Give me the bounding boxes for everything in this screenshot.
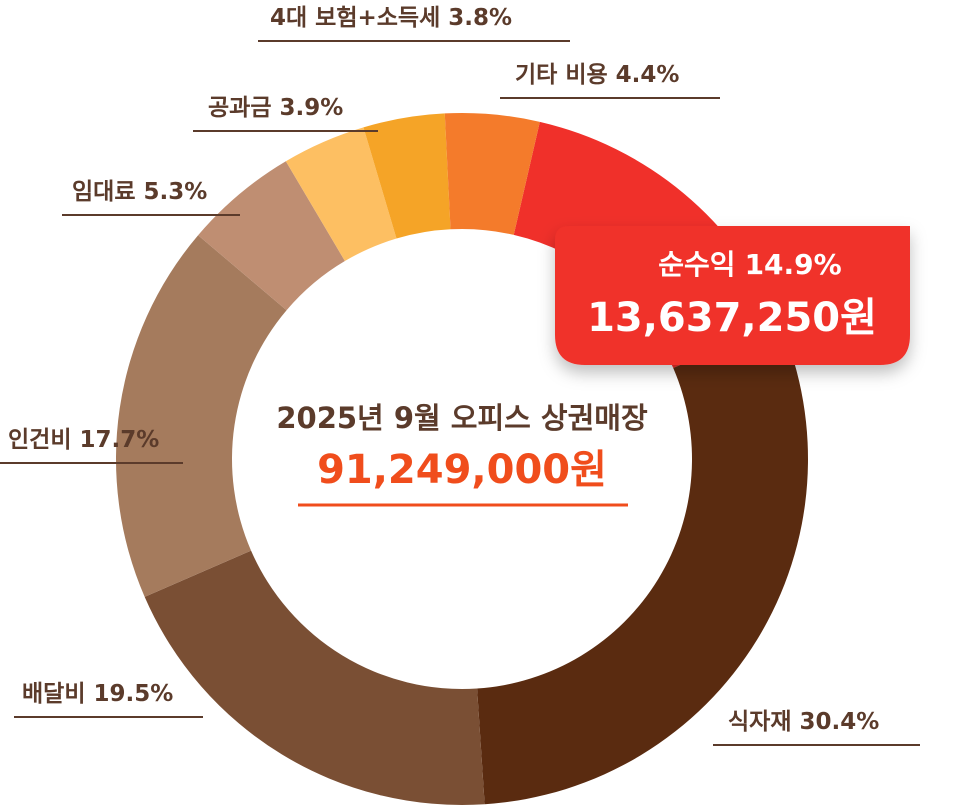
highlight-callout: 순수익 14.9% 13,637,250원: [555, 226, 910, 365]
labels: 식자재 30.4% 배달비 19.5% 인건비 17.7% 임대료 5.3% 공과금 3.9% 4대…: [0, 5, 920, 746]
category-name: 순수익: [658, 248, 735, 281]
donut-slice: [444, 113, 540, 235]
donut-slice: [116, 235, 287, 597]
donut-slice: [198, 161, 345, 311]
total-amount: 91,249,000원: [317, 447, 607, 493]
category-name: 배달비: [22, 681, 85, 707]
donut-slice: [144, 550, 485, 805]
category-name: 기타 비용: [515, 62, 608, 88]
slice-label: 인건비 17.7%: [8, 427, 159, 453]
donut-slice: [285, 127, 397, 262]
callout-amount: 13,637,250원: [587, 295, 877, 341]
value-label: 19.5%: [93, 681, 173, 707]
callout-box: [555, 226, 910, 365]
category-name: 인건비: [8, 427, 71, 453]
value-label: 5.3%: [143, 179, 207, 205]
donut-slice: [477, 322, 808, 805]
value-label: 14.9%: [745, 248, 842, 281]
value-label: 3.8%: [448, 5, 512, 31]
donut-slice: [363, 113, 451, 239]
value-label: 4.4%: [616, 62, 680, 88]
category-name: 4대 보험+소득세: [270, 5, 440, 31]
slice-label: 기타 비용 4.4%: [515, 62, 679, 88]
callout-label: 순수익 14.9%: [658, 248, 841, 281]
category-name: 공과금: [208, 95, 271, 121]
slice-label: 공과금 3.9%: [208, 95, 343, 121]
category-name: 임대료: [72, 179, 135, 205]
value-label: 17.7%: [79, 427, 159, 453]
value-label: 3.9%: [279, 95, 343, 121]
slice-label: 4대 보험+소득세 3.8%: [270, 5, 512, 31]
category-name: 식자재: [728, 709, 791, 735]
chart-title: 2025년 9월 오피스 상권매장: [276, 401, 648, 435]
slice-label: 배달비 19.5%: [22, 681, 173, 707]
value-label: 30.4%: [799, 709, 879, 735]
slice-label: 식자재 30.4%: [728, 709, 879, 735]
slice-label: 임대료 5.3%: [72, 179, 207, 205]
